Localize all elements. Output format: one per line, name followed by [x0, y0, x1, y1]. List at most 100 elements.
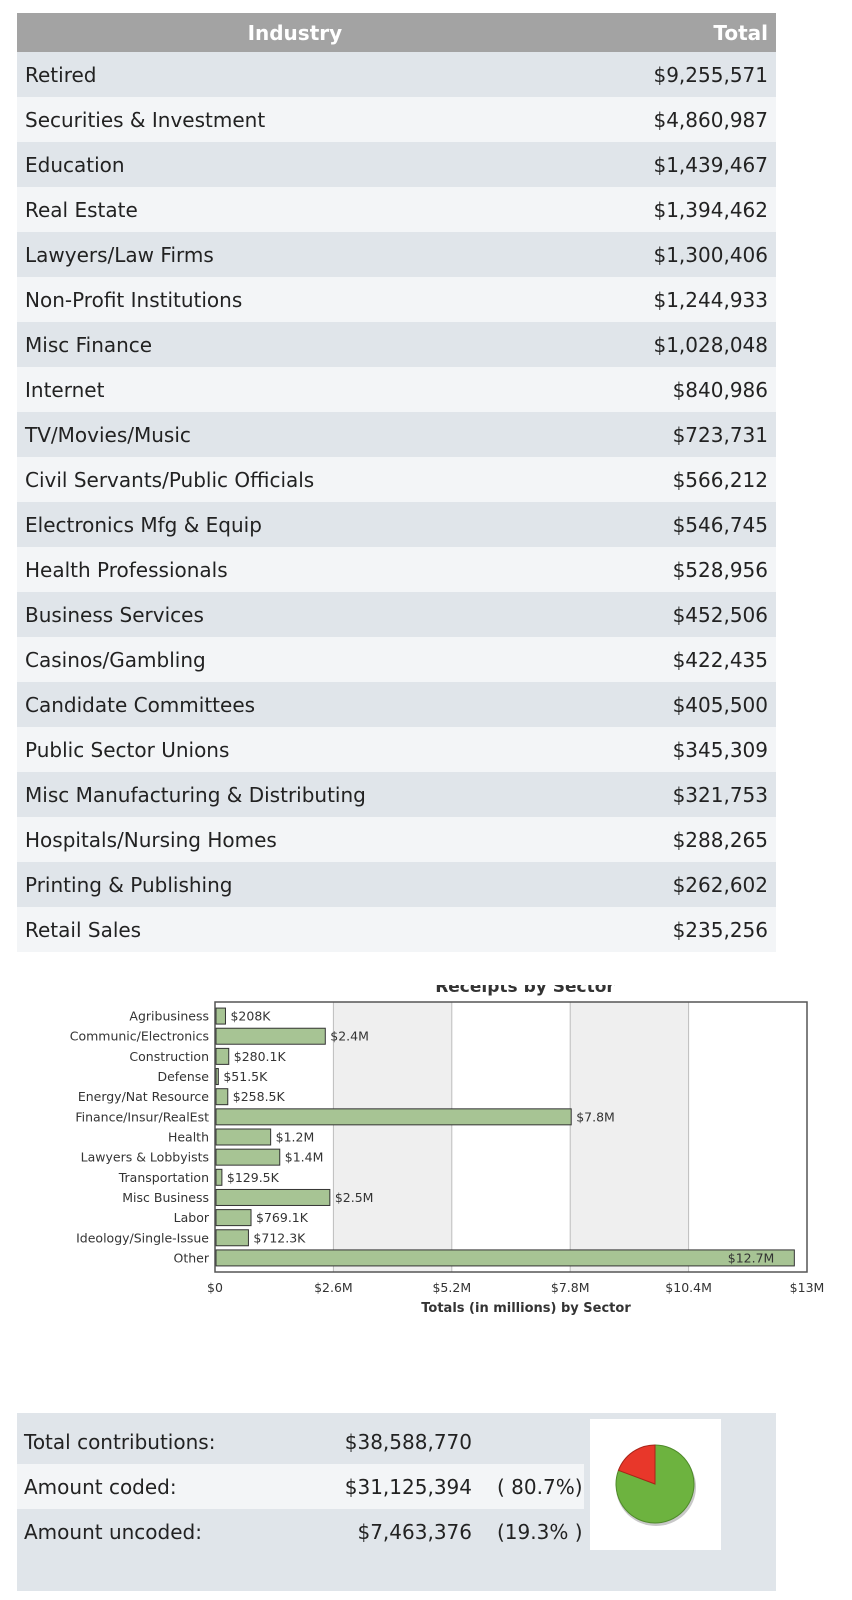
total-contributions-value: $38,588,770 — [344, 1429, 472, 1454]
industry-column-header[interactable]: Industry — [17, 13, 573, 52]
plot-frame — [214, 1001, 808, 1273]
table-row: Civil Servants/Public Officials $566,212 — [17, 457, 776, 502]
bar[interactable] — [215, 1027, 326, 1045]
industry-total: $405,500 — [672, 692, 768, 717]
industry-name: Misc Manufacturing & Distributing — [25, 782, 366, 807]
x-tick-label: $7.8M — [551, 1280, 590, 1295]
total-contributions-row: Total contributions: $38,588,770 — [17, 1419, 584, 1464]
industry-name: Retired — [25, 62, 97, 87]
value-label: $2.5M — [335, 1190, 374, 1205]
industry-total: $452,506 — [672, 602, 768, 627]
bar[interactable] — [215, 1068, 219, 1086]
bar[interactable] — [215, 1168, 223, 1186]
table-row: Public Sector Unions $345,309 — [17, 727, 776, 772]
industry-name: Retail Sales — [25, 917, 142, 942]
value-label: $208K — [230, 1009, 271, 1024]
bar[interactable] — [215, 1108, 572, 1126]
bar[interactable] — [215, 1148, 281, 1166]
bar[interactable] — [215, 1188, 331, 1206]
table-row: Misc Finance $1,028,048 — [17, 322, 776, 367]
industry-name: Business Services — [25, 602, 204, 627]
chart-title: Receipts by Sector — [435, 985, 615, 997]
table-row: Lawyers/Law Firms $1,300,406 — [17, 232, 776, 277]
table-row: Real Estate $1,394,462 — [17, 187, 776, 232]
industry-total: $4,860,987 — [653, 107, 768, 132]
table-row: Non-Profit Institutions $1,244,933 — [17, 277, 776, 322]
industry-name: Public Sector Unions — [25, 737, 230, 762]
category-label: Energy/Nat Resource — [78, 1089, 209, 1104]
table-row: Printing & Publishing $262,602 — [17, 862, 776, 907]
category-label: Labor — [174, 1210, 210, 1225]
category-label: Health — [168, 1130, 209, 1145]
industry-name: Education — [25, 152, 125, 177]
table-row: Casinos/Gambling $422,435 — [17, 637, 776, 682]
category-label: Communic/Electronics — [70, 1029, 209, 1044]
value-labels: $208K $2.4M $280.1K $51.5K $258.5K $7.8M $1.2M… — [223, 1009, 774, 1266]
industry-name: Hospitals/Nursing Homes — [25, 827, 277, 852]
industry-total: $321,753 — [672, 782, 768, 807]
bar[interactable] — [215, 1249, 795, 1267]
category-label: Construction — [129, 1049, 209, 1064]
category-label: Lawyers & Lobbyists — [81, 1150, 209, 1165]
bar[interactable] — [215, 1088, 229, 1106]
industry-name: Misc Finance — [25, 332, 153, 357]
amount-coded-value: $31,125,394 — [344, 1474, 472, 1499]
amount-coded-percent: ( 80.7%) — [497, 1474, 583, 1499]
x-tick-label: $0 — [207, 1280, 223, 1295]
bar[interactable] — [215, 1229, 249, 1247]
bar[interactable] — [215, 1007, 226, 1025]
table-row: Education $1,439,467 — [17, 142, 776, 187]
contribution-summary: Total contributions: $38,588,770 Amount … — [17, 1413, 776, 1591]
table-row: TV/Movies/Music $723,731 — [17, 412, 776, 457]
plot-band — [451, 1002, 571, 1272]
amount-uncoded-row: Amount uncoded: $7,463,376 (19.3% ) — [17, 1509, 584, 1554]
value-label: $7.8M — [576, 1109, 615, 1124]
bar[interactable] — [215, 1128, 272, 1146]
category-label: Misc Business — [122, 1190, 209, 1205]
x-tick-label: $13M — [790, 1280, 825, 1295]
bar[interactable] — [215, 1047, 230, 1065]
industry-name: Non-Profit Institutions — [25, 287, 243, 312]
value-label: $258.5K — [233, 1089, 286, 1104]
amount-coded-row: Amount coded: $31,125,394 ( 80.7%) — [17, 1464, 584, 1509]
industry-total: $262,602 — [672, 872, 768, 897]
industry-table: Industry Total Retired $9,255,571 Securiti… — [17, 13, 776, 952]
value-label: $51.5K — [223, 1069, 268, 1084]
industry-total: $9,255,571 — [653, 62, 768, 87]
table-header-row: Industry Total — [17, 13, 776, 52]
industry-total: $288,265 — [672, 827, 768, 852]
coded-pie-chart-box — [590, 1419, 721, 1550]
industry-total: $345,309 — [672, 737, 768, 762]
category-label: Agribusiness — [129, 1009, 209, 1024]
category-label: Defense — [157, 1069, 209, 1084]
pie-slice-uncoded — [617, 1444, 656, 1485]
industry-total: $723,731 — [672, 422, 768, 447]
x-tick-label: $2.6M — [314, 1280, 353, 1295]
industry-name: Lawyers/Law Firms — [25, 242, 214, 267]
amount-uncoded-value: $7,463,376 — [357, 1519, 472, 1544]
table-row: Securities & Investment $4,860,987 — [17, 97, 776, 142]
amount-coded-label: Amount coded: — [24, 1474, 177, 1499]
total-contributions-label: Total contributions: — [24, 1429, 216, 1454]
industry-total: $840,986 — [672, 377, 768, 402]
category-label: Other — [174, 1250, 210, 1265]
table-row: Hospitals/Nursing Homes $288,265 — [17, 817, 776, 862]
industry-name: Health Professionals — [25, 557, 228, 582]
coded-pie-chart — [615, 1444, 696, 1526]
plot-band — [570, 1002, 689, 1272]
value-label: $712.3K — [253, 1230, 306, 1245]
bar[interactable] — [215, 1209, 252, 1227]
industry-name: Internet — [25, 377, 105, 402]
value-label: $12.7M — [728, 1250, 775, 1265]
value-label: $1.2M — [276, 1130, 315, 1145]
amount-uncoded-percent: (19.3% ) — [497, 1519, 583, 1544]
plot-band — [688, 1002, 807, 1272]
total-column-header[interactable]: Total — [572, 13, 776, 52]
table-row: Business Services $452,506 — [17, 592, 776, 637]
category-label: Ideology/Single-Issue — [76, 1230, 209, 1245]
industry-total: $1,394,462 — [653, 197, 768, 222]
industry-name: Securities & Investment — [25, 107, 266, 132]
table-row: Health Professionals $528,956 — [17, 547, 776, 592]
industry-name: Civil Servants/Public Officials — [25, 467, 315, 492]
table-row: Misc Manufacturing & Distributing $321,75… — [17, 772, 776, 817]
